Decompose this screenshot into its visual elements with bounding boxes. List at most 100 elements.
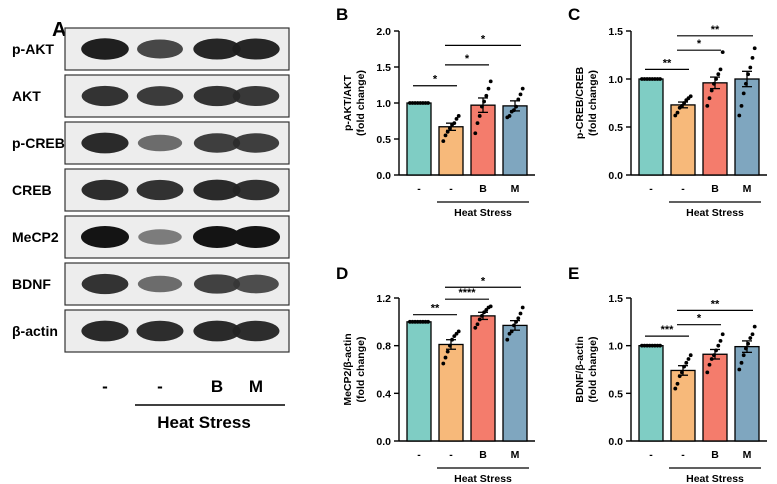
data-point <box>415 319 420 324</box>
x-tick-label: B <box>479 183 487 195</box>
x-tick-label: B <box>711 183 719 195</box>
data-point <box>477 114 482 118</box>
data-point <box>714 77 718 81</box>
blot-band <box>137 275 183 293</box>
data-point <box>507 331 512 336</box>
data-point <box>680 103 684 108</box>
data-point <box>647 343 652 348</box>
y-tick-label: 0.0 <box>608 170 623 182</box>
y-axis-label-line: MeCP2/β-actin <box>342 333 354 405</box>
data-point <box>454 116 459 121</box>
data-point <box>680 370 684 375</box>
blot-band <box>233 274 279 294</box>
data-point <box>746 72 750 77</box>
x-tick-label: M <box>511 183 520 195</box>
data-point <box>746 341 750 346</box>
x-tick-label: - <box>649 183 653 195</box>
data-point <box>718 67 723 72</box>
data-point <box>475 121 480 126</box>
data-point <box>520 305 525 310</box>
data-point <box>712 81 716 86</box>
y-axis-label: BDNF/β-actin(fold change) <box>574 336 599 403</box>
panel-a-letter: A <box>52 19 66 41</box>
data-point <box>741 353 746 358</box>
western-blot-panel: A p-AKT AKT p-CREB CREB MeCP2 BDNF β-actin - - B M… <box>12 19 290 432</box>
significance-label: * <box>697 313 702 325</box>
data-point <box>647 77 652 81</box>
y-tick-label: 2.0 <box>376 26 391 38</box>
x-tick-label: - <box>417 183 421 195</box>
bar <box>406 321 432 442</box>
data-point <box>452 334 457 339</box>
data-point <box>488 79 493 84</box>
bar <box>702 82 728 176</box>
data-point <box>741 91 746 96</box>
data-point <box>640 77 644 81</box>
data-point <box>426 101 430 105</box>
data-point <box>750 332 755 337</box>
blot-band <box>193 179 241 201</box>
x-tick-label: - <box>449 183 453 195</box>
blot-band <box>81 132 129 154</box>
chart-panel-c: C 0.0 0.5 1.0 1.5 p-CREB/CREB(fold change) - - B… <box>568 5 767 219</box>
data-point <box>655 77 660 81</box>
panel-letter: C <box>568 5 580 24</box>
data-point <box>716 72 721 77</box>
blot-band <box>193 38 241 60</box>
data-point <box>484 308 489 312</box>
data-point <box>507 114 512 118</box>
data-point <box>520 86 525 91</box>
data-point <box>512 108 516 113</box>
data-point <box>737 113 742 118</box>
y-tick-label: 0.5 <box>608 122 623 134</box>
significance-label: * <box>481 33 486 45</box>
blot-band <box>81 273 129 295</box>
x-tick-label: M <box>743 183 752 195</box>
bar <box>502 324 528 442</box>
bar <box>406 102 432 176</box>
data-point <box>488 304 493 309</box>
bar <box>702 353 728 442</box>
data-point <box>750 55 755 60</box>
significance-label: * <box>433 74 438 86</box>
data-point <box>516 97 521 102</box>
x-tick-label: - <box>449 449 453 461</box>
data-point <box>718 339 723 343</box>
x-tick-label: M <box>511 449 520 461</box>
blot-row-label: p-AKT <box>12 41 54 57</box>
y-axis-label-line: (fold change) <box>355 70 367 136</box>
data-point <box>482 310 486 315</box>
data-point <box>707 362 712 367</box>
data-point <box>480 313 484 318</box>
chart-panel-b: B 0.0 0.5 1.0 1.5 2.0 p-AKT/AKT(fold change) - -… <box>336 5 535 219</box>
blot-band <box>81 85 129 107</box>
blot-band <box>232 133 280 153</box>
bar-charts: B0.00.51.01.52.0p-AKT/AKT(fold change)- -… <box>336 5 767 484</box>
blot-lane-label: - <box>157 377 163 396</box>
data-point <box>518 92 523 97</box>
data-point <box>707 96 712 101</box>
blot-band <box>193 133 241 153</box>
data-point <box>752 46 757 51</box>
y-axis-label: MeCP2/β-actin(fold change) <box>342 333 367 405</box>
blot-band <box>81 38 129 60</box>
y-tick-label: 1.5 <box>608 26 623 38</box>
y-tick-label: 0.5 <box>376 134 391 146</box>
x-tick-label: M <box>743 449 752 461</box>
bar <box>638 345 664 442</box>
data-point <box>518 311 523 316</box>
data-point <box>408 101 412 105</box>
bar <box>734 345 760 442</box>
significance-label: ** <box>663 57 672 69</box>
y-tick-label: 0.0 <box>376 170 391 182</box>
x-tick-label: - <box>417 449 421 461</box>
data-point <box>720 332 725 337</box>
data-point <box>421 319 425 324</box>
bar <box>734 78 760 176</box>
data-point <box>712 353 716 358</box>
blot-band <box>232 86 280 106</box>
blot-band <box>193 226 241 248</box>
data-point <box>410 319 415 324</box>
blot-row-label: MeCP2 <box>12 229 59 245</box>
data-point <box>673 386 678 391</box>
